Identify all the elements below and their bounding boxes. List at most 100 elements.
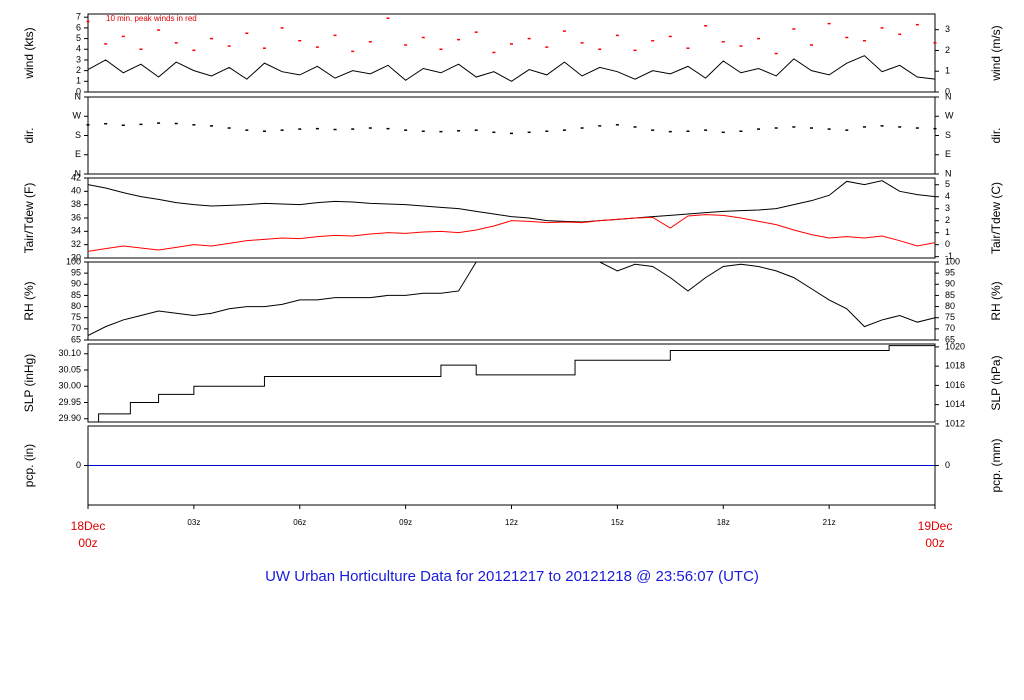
y-tick-label: 80 bbox=[71, 301, 81, 311]
y-tick-label: 30 bbox=[71, 252, 81, 262]
y-tick-label: 36 bbox=[71, 212, 81, 222]
data-point bbox=[174, 42, 178, 44]
data-point bbox=[615, 124, 619, 126]
data-point bbox=[315, 127, 319, 130]
data-point bbox=[421, 36, 425, 39]
data-point bbox=[545, 130, 549, 132]
y2-tick-label: 1018 bbox=[945, 361, 965, 371]
data-point bbox=[439, 130, 443, 133]
y2-axis-label: RH (%) bbox=[989, 281, 1003, 320]
data-point bbox=[245, 32, 249, 34]
data-point bbox=[580, 127, 584, 129]
y-axis-label: Tair/Tdew (F) bbox=[22, 183, 36, 254]
data-point bbox=[527, 37, 531, 40]
y2-tick-label: 1014 bbox=[945, 399, 965, 409]
y-tick-label: 40 bbox=[71, 186, 81, 196]
data-point bbox=[686, 130, 690, 132]
y-tick-label: 85 bbox=[71, 290, 81, 300]
y-axis-label: dir. bbox=[22, 127, 36, 143]
y-tick-label: 42 bbox=[71, 172, 81, 182]
x-tick-label: 19Dec bbox=[918, 519, 953, 533]
y-tick-label: 29.90 bbox=[58, 413, 81, 423]
y2-axis-label: SLP (hPa) bbox=[989, 355, 1003, 410]
data-point bbox=[280, 27, 284, 29]
data-point bbox=[421, 130, 425, 132]
y-axis-label: SLP (inHg) bbox=[22, 354, 36, 412]
data-point bbox=[157, 29, 161, 31]
y2-tick-label: 4 bbox=[945, 191, 950, 201]
y-axis-label: wind (kts) bbox=[22, 27, 36, 79]
data-point bbox=[104, 43, 108, 45]
data-point bbox=[898, 126, 902, 128]
data-point bbox=[351, 50, 355, 53]
data-point bbox=[880, 125, 884, 127]
y2-tick-label: 5 bbox=[945, 179, 950, 189]
data-point bbox=[510, 43, 513, 45]
data-point bbox=[368, 41, 372, 43]
data-point bbox=[333, 128, 337, 131]
y2-tick-label: N bbox=[945, 91, 952, 101]
y2-tick-label: N bbox=[945, 168, 952, 178]
data-point bbox=[457, 38, 461, 41]
y-tick-label: 100 bbox=[66, 256, 81, 266]
data-point bbox=[404, 129, 408, 131]
y2-axis-label: dir. bbox=[989, 127, 1003, 143]
data-point bbox=[192, 124, 196, 126]
data-point bbox=[298, 39, 302, 42]
annotation: 10 min. peak winds in red bbox=[106, 14, 197, 23]
data-point bbox=[545, 46, 549, 48]
y-tick-label: 38 bbox=[71, 199, 81, 209]
data-point bbox=[739, 130, 743, 132]
data-point bbox=[774, 127, 778, 129]
data-point bbox=[721, 41, 725, 43]
y2-tick-label: 90 bbox=[945, 279, 955, 289]
x-tick-label: 00z bbox=[925, 536, 944, 550]
y2-tick-label: 65 bbox=[945, 334, 955, 344]
data-point bbox=[86, 124, 90, 126]
data-point bbox=[686, 47, 690, 49]
y-tick-label: 2 bbox=[76, 65, 81, 75]
x-tick-label: 03z bbox=[187, 518, 200, 527]
y-tick-label: 90 bbox=[71, 279, 81, 289]
y-tick-label: 1 bbox=[76, 76, 81, 86]
data-point bbox=[915, 23, 919, 26]
data-point bbox=[562, 30, 566, 32]
data-point bbox=[227, 45, 231, 47]
data-point bbox=[192, 49, 196, 52]
data-point bbox=[298, 128, 302, 130]
x-tick-label: 06z bbox=[293, 518, 306, 527]
y2-tick-label: 0 bbox=[945, 460, 950, 470]
y-tick-label: 65 bbox=[71, 334, 81, 344]
data-point bbox=[510, 132, 513, 135]
y-tick-label: 30.10 bbox=[58, 348, 81, 358]
y2-tick-label: 3 bbox=[945, 203, 950, 213]
y-tick-label: 7 bbox=[76, 12, 81, 22]
data-point bbox=[580, 42, 584, 44]
y-tick-label: 0 bbox=[76, 460, 81, 470]
x-tick-label: 21z bbox=[823, 518, 836, 527]
data-point bbox=[315, 46, 319, 48]
data-point bbox=[262, 130, 266, 132]
x-tick-label: 18z bbox=[717, 518, 730, 527]
y-tick-label: 95 bbox=[71, 268, 81, 278]
data-point bbox=[862, 39, 866, 42]
data-point bbox=[562, 129, 566, 131]
data-point bbox=[757, 37, 761, 40]
data-point bbox=[915, 127, 919, 129]
data-point bbox=[651, 129, 655, 131]
y-tick-label: 4 bbox=[76, 44, 81, 54]
data-point bbox=[598, 125, 602, 127]
y2-tick-label: 3 bbox=[945, 24, 950, 34]
y-tick-label: 30.05 bbox=[58, 364, 81, 374]
data-point bbox=[704, 25, 708, 27]
data-line bbox=[87, 261, 936, 336]
data-point bbox=[139, 48, 143, 51]
data-point bbox=[139, 123, 143, 126]
data-point bbox=[845, 36, 849, 39]
data-point bbox=[862, 126, 866, 128]
data-point bbox=[933, 127, 937, 130]
y2-tick-label: 1016 bbox=[945, 380, 965, 390]
y-tick-label: W bbox=[73, 111, 82, 121]
y-tick-label: N bbox=[75, 91, 82, 101]
panel-frame bbox=[87, 343, 936, 423]
